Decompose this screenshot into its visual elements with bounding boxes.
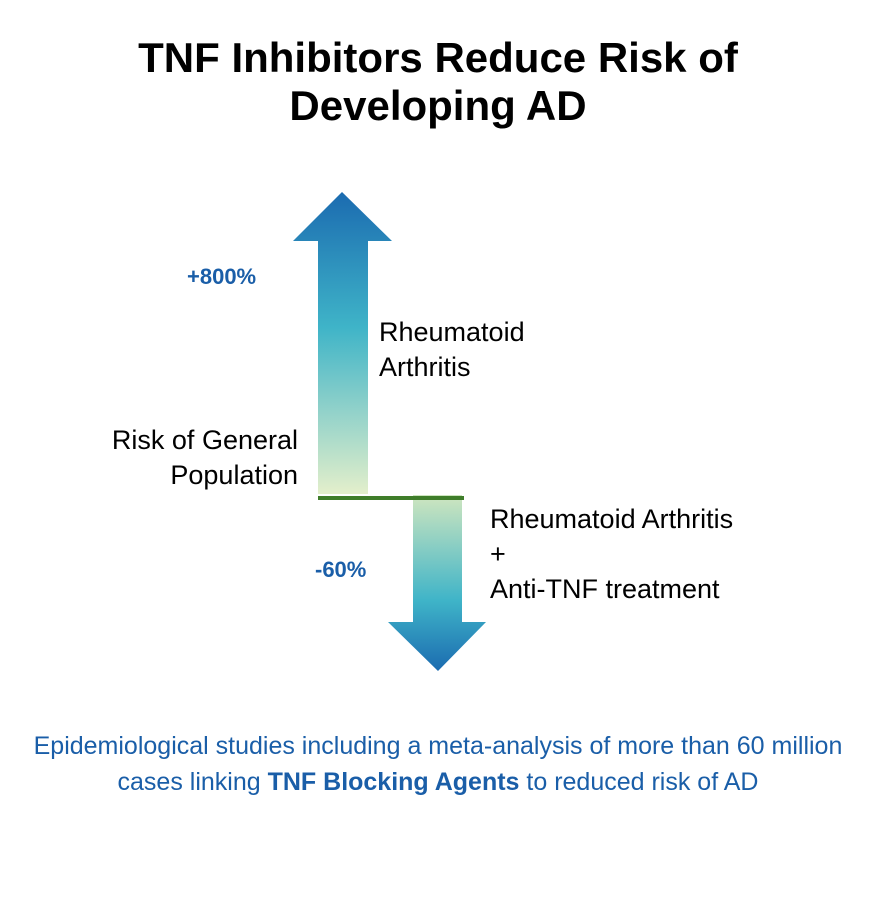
down-label-line-1: Rheumatoid Arthritis — [490, 504, 734, 534]
anti-tnf-treatment-label: Rheumatoid Arthritis + Anti-TNF treatmen… — [490, 502, 733, 607]
up-label-line-2: Arthritis — [379, 352, 471, 382]
title-line-1: TNF Inhibitors Reduce Risk of — [138, 34, 738, 81]
title-line-2: Developing AD — [289, 82, 587, 129]
up-label-line-1: Rheumatoid — [379, 317, 525, 347]
general-population-label: Risk of General Population — [40, 423, 298, 493]
down-label-line-2: + — [490, 539, 506, 569]
baseline-label-line-2: Population — [170, 460, 298, 490]
caption-emphasis: TNF Blocking Agents — [267, 768, 520, 796]
down-label-line-3: Anti-TNF treatment — [490, 574, 720, 604]
caption-text-before: Epidemiological studies including a meta… — [33, 732, 843, 796]
up-percent-label: +800% — [187, 264, 257, 289]
down-arrow — [388, 495, 486, 671]
baseline-label-line-1: Risk of General — [111, 425, 298, 455]
page-title: TNF Inhibitors Reduce Risk of Developing… — [0, 34, 876, 130]
up-arrow — [293, 192, 392, 494]
down-percent-label: -60% — [315, 557, 367, 582]
caption-text-after: to reduced risk of AD — [519, 768, 759, 796]
rheumatoid-arthritis-label: Rheumatoid Arthritis — [379, 315, 525, 385]
caption: Epidemiological studies including a meta… — [30, 728, 846, 800]
baseline-line — [318, 496, 464, 500]
